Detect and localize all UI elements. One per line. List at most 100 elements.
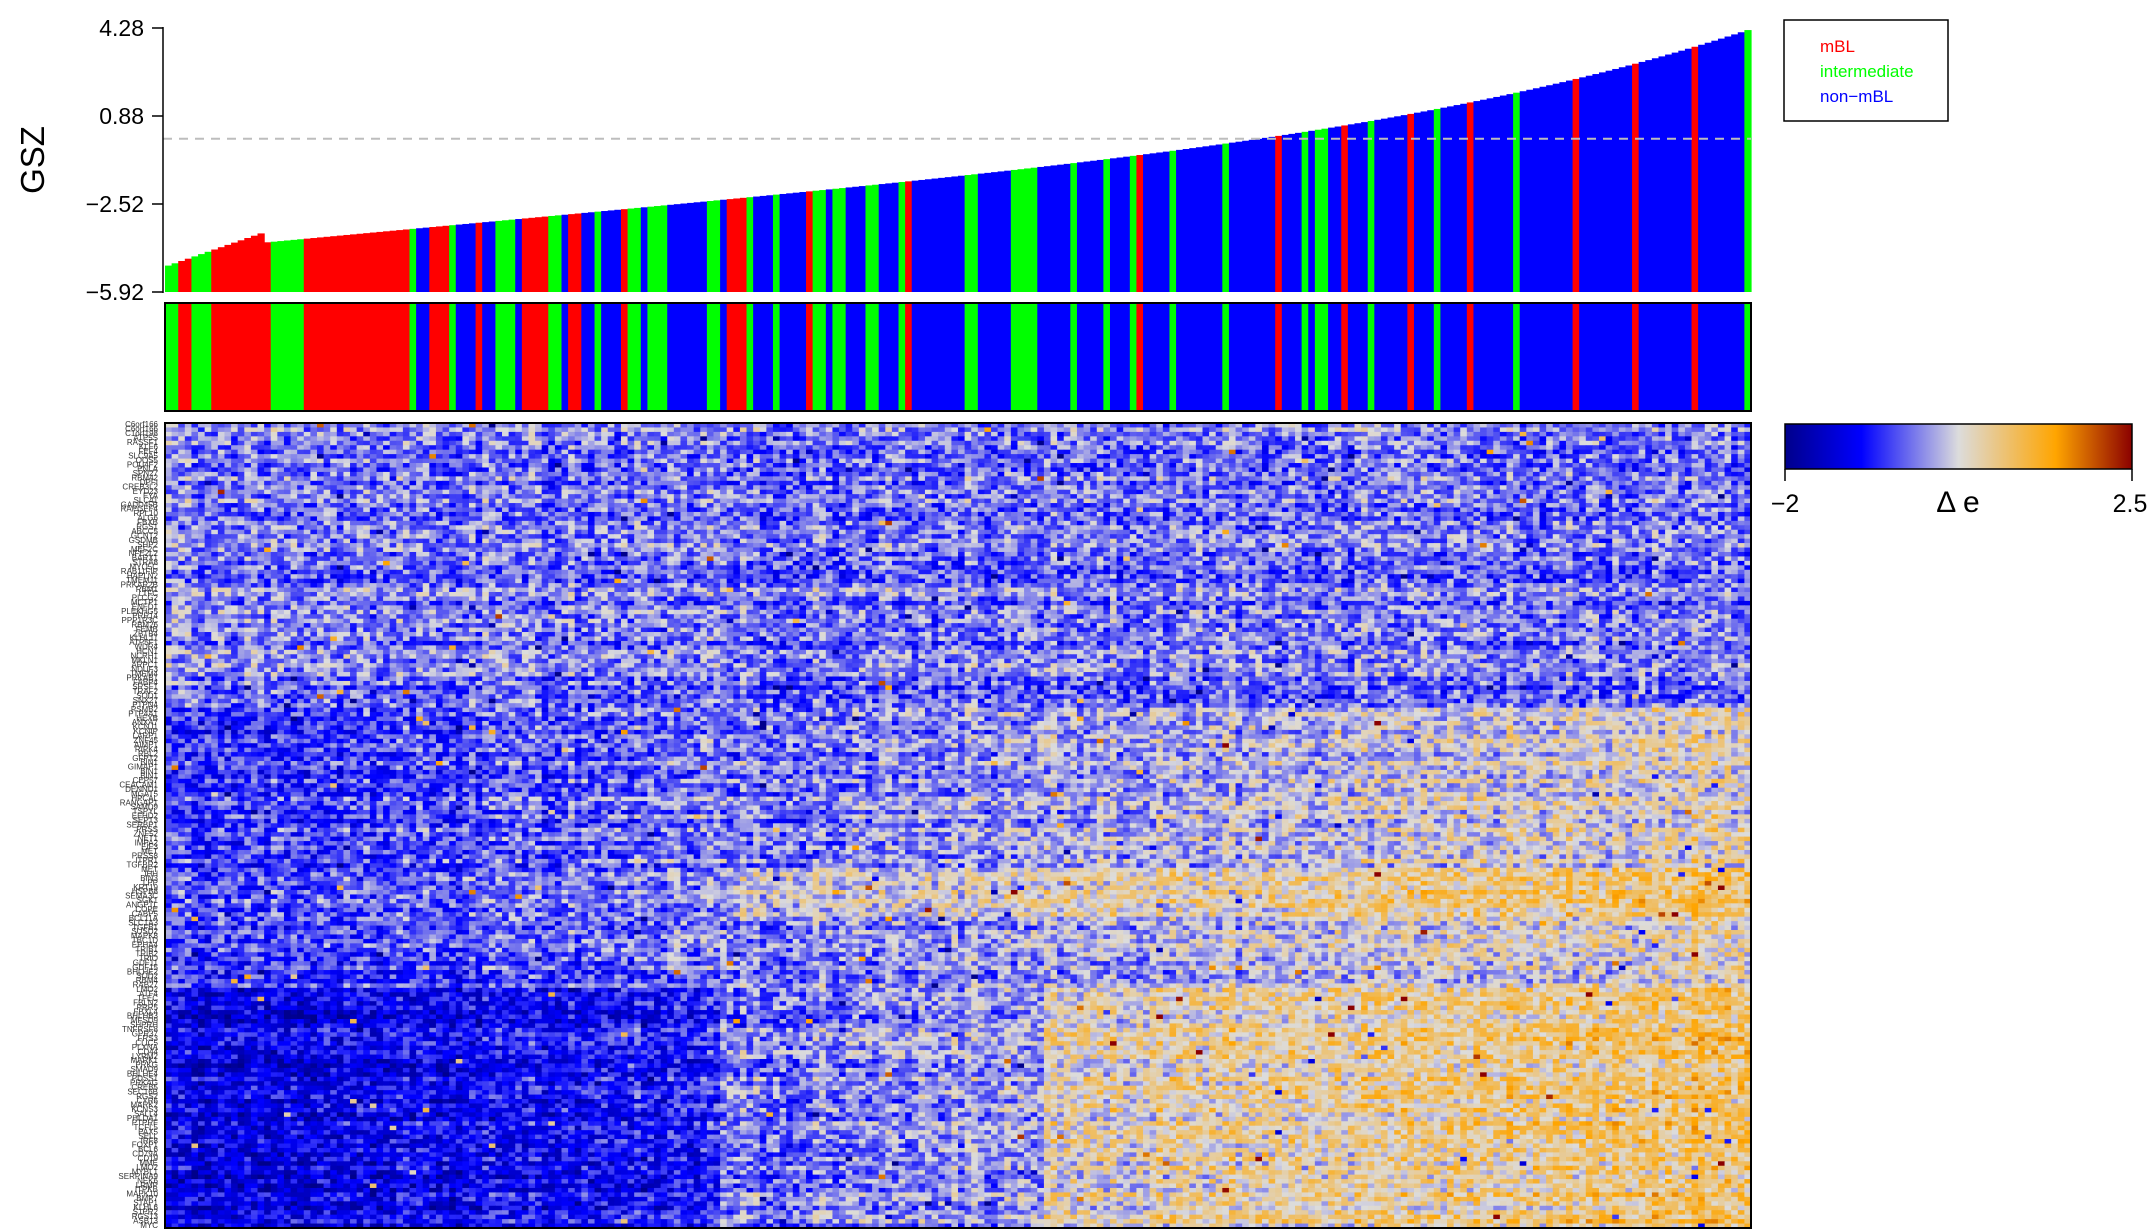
heatmap-cell [1222, 436, 1230, 442]
heatmap-cell [402, 445, 411, 451]
gsz-bar [554, 215, 563, 292]
heatmap-cell [839, 423, 847, 428]
heatmap-cell [1420, 454, 1428, 460]
heatmap-cell [1724, 445, 1732, 451]
group-strip-cell [495, 303, 503, 411]
group-strip-cell [984, 303, 992, 411]
heatmap-cell [376, 423, 384, 428]
group-strip-cell [971, 303, 979, 411]
group-strip-cell [1599, 303, 1607, 411]
group-strip-cell [1096, 303, 1104, 411]
heatmap-cell [944, 485, 952, 491]
heatmap-cell [997, 463, 1005, 468]
heatmap-cell [1143, 436, 1151, 442]
heatmap-cell [614, 458, 622, 464]
heatmap-cell [647, 503, 655, 509]
heatmap-cell [720, 423, 728, 428]
heatmap-cell [1724, 427, 1732, 433]
heatmap-cell [1195, 471, 1204, 477]
heatmap-cell [654, 471, 662, 477]
heatmap-cell [852, 463, 860, 468]
heatmap-cell [812, 467, 820, 473]
heatmap-cell [198, 471, 206, 477]
heatmap-cell [1612, 471, 1620, 477]
heatmap-cell [1037, 503, 1045, 509]
heatmap-cell [515, 431, 523, 437]
heatmap-cell [911, 449, 919, 455]
heatmap-cell [568, 454, 576, 460]
heatmap-cell [581, 489, 589, 495]
heatmap-cell [323, 431, 331, 437]
group-strip-cell [1447, 303, 1455, 411]
heatmap-cell [1684, 485, 1693, 491]
heatmap-cell [383, 458, 391, 464]
heatmap-cell [1123, 503, 1131, 509]
heatmap-cell [1599, 485, 1607, 491]
heatmap-cell [482, 445, 490, 451]
heatmap-cell [297, 489, 305, 495]
heatmap-cell [316, 485, 325, 491]
heatmap-cell [237, 494, 245, 500]
heatmap-cell [336, 471, 344, 477]
heatmap-cell [693, 423, 701, 428]
heatmap-cell [1519, 480, 1527, 486]
heatmap-cell [442, 445, 450, 451]
heatmap-cell [1341, 427, 1349, 433]
heatmap-cell [1228, 467, 1237, 473]
group-strip-cell [1030, 303, 1038, 411]
heatmap-cell [363, 503, 371, 509]
heatmap-cell [1565, 454, 1574, 460]
heatmap-cell [885, 485, 893, 491]
heatmap-cell [1248, 423, 1256, 428]
heatmap-cell [1618, 449, 1626, 455]
heatmap-cell [654, 454, 662, 460]
heatmap-cell [772, 423, 781, 428]
heatmap-cell [1215, 423, 1223, 428]
heatmap-cell [1083, 471, 1091, 477]
heatmap-cell [1400, 431, 1408, 437]
heatmap-cell [984, 494, 992, 500]
heatmap-cell [535, 445, 543, 451]
heatmap-cell [766, 498, 774, 504]
heatmap-cell [1546, 485, 1554, 491]
heatmap-cell [1222, 463, 1230, 468]
heatmap-cell [1532, 454, 1541, 460]
heatmap-cell [634, 458, 642, 464]
heatmap-cell [422, 489, 430, 495]
heatmap-cell [1678, 463, 1686, 468]
heatmap-cell [568, 440, 576, 446]
heatmap-cell [1460, 463, 1468, 468]
heatmap-cell [449, 471, 457, 477]
heatmap-cell [1572, 494, 1580, 500]
heatmap-cell [1354, 494, 1362, 500]
heatmap-cell [1017, 494, 1025, 500]
heatmap-cell [409, 503, 417, 509]
heatmap-cell [587, 423, 596, 428]
heatmap-cell [1546, 489, 1554, 495]
group-strip-cell [369, 303, 378, 411]
heatmap-cell [700, 498, 708, 504]
heatmap-cell [1513, 431, 1521, 437]
heatmap-cell [1625, 476, 1633, 482]
heatmap-cell [1215, 445, 1223, 451]
gsz-bar [792, 192, 800, 292]
heatmap-cell [1592, 480, 1600, 486]
heatmap-cell [581, 423, 589, 428]
heatmap-cell [1532, 440, 1541, 446]
heatmap-cell [1162, 445, 1170, 451]
heatmap-cell [997, 494, 1005, 500]
heatmap-cell [1731, 489, 1739, 495]
heatmap-cell [1420, 467, 1428, 473]
heatmap-cell [1480, 449, 1488, 455]
heatmap-cell [905, 463, 913, 468]
heatmap-cell [1050, 440, 1058, 446]
heatmap-cell [495, 480, 503, 486]
heatmap-cell [1103, 431, 1111, 437]
group-strip-cell [1513, 303, 1521, 411]
heatmap-cell [330, 503, 338, 509]
heatmap-cell [1671, 454, 1679, 460]
heatmap-cell [1440, 467, 1448, 473]
heatmap-cell [680, 440, 688, 446]
heatmap-cell [488, 503, 496, 509]
heatmap-cell [1374, 467, 1382, 473]
